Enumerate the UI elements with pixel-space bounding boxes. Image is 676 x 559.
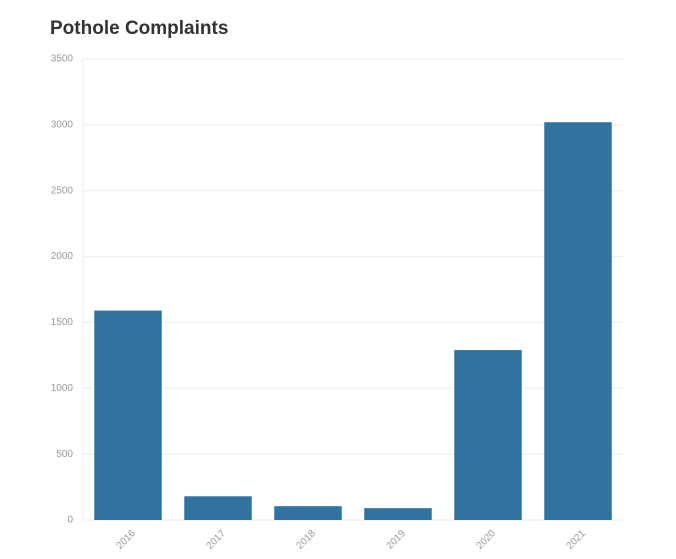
y-tick-label: 1500 bbox=[51, 317, 74, 328]
x-tick-label: 2017 bbox=[204, 528, 228, 552]
y-tick-label: 3500 bbox=[51, 54, 74, 65]
bar bbox=[184, 496, 252, 520]
bar bbox=[364, 508, 432, 520]
x-tick-label: 2020 bbox=[474, 528, 498, 552]
x-tick-label: 2018 bbox=[294, 528, 318, 552]
bar bbox=[544, 122, 612, 521]
y-tick-label: 0 bbox=[67, 515, 73, 526]
bar bbox=[454, 350, 522, 520]
y-tick-label: 3000 bbox=[51, 119, 74, 130]
y-tick-label: 2500 bbox=[51, 185, 74, 196]
y-tick-label: 2000 bbox=[51, 251, 74, 262]
y-tick-label: 500 bbox=[56, 449, 73, 460]
bar bbox=[274, 506, 342, 520]
x-tick-label: 2021 bbox=[564, 528, 588, 552]
x-tick-label: 2019 bbox=[384, 528, 408, 552]
bar bbox=[94, 310, 162, 520]
y-tick-label: 1000 bbox=[51, 383, 74, 394]
x-tick-label: 2016 bbox=[114, 528, 138, 552]
chart-title: Pothole Complaints bbox=[50, 18, 228, 39]
